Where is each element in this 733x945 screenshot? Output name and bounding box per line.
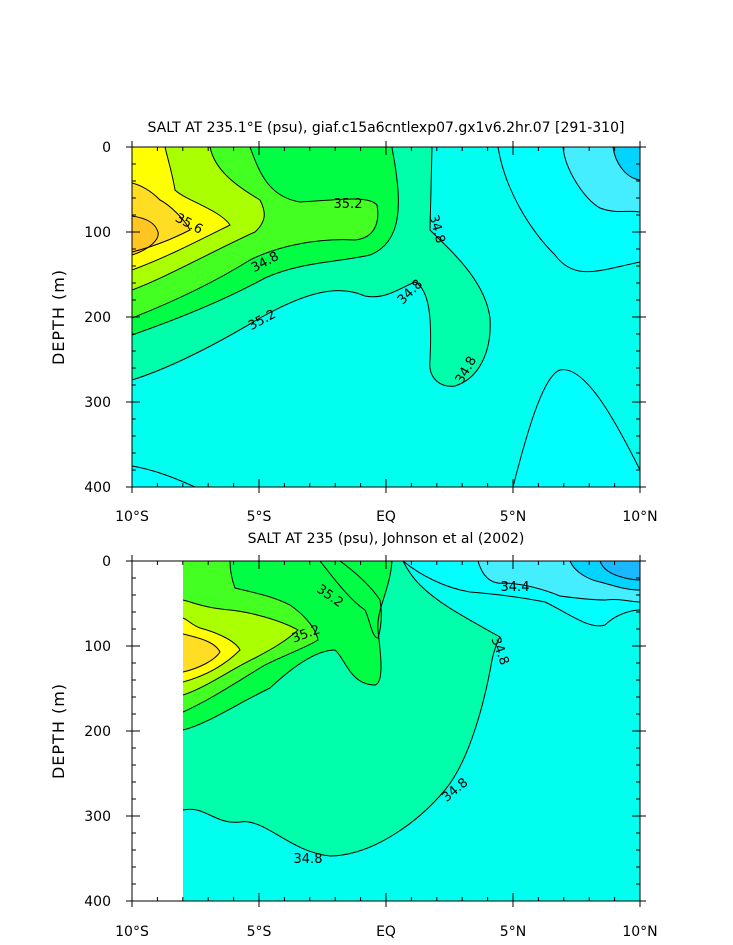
contour-fills <box>183 561 640 901</box>
y-tick-label: 400 <box>84 894 111 910</box>
contour-line-35.4 <box>183 599 299 696</box>
fill-34.2-north <box>613 147 640 180</box>
axis-ticks <box>126 141 646 493</box>
y-tick-label: 100 <box>84 639 111 655</box>
x-tick-label: EQ <box>376 509 396 525</box>
x-tick-label: 5°N <box>500 924 526 940</box>
contour-line-34.6-north <box>402 561 640 627</box>
contour-label: 35.2 <box>334 197 363 212</box>
contour-line-35.2 <box>183 561 319 713</box>
y-tick-label: 100 <box>84 225 111 241</box>
contour-line-34.4-north <box>477 561 640 603</box>
fill-36.0 <box>132 216 159 255</box>
contour-line-34.4-north <box>562 147 640 213</box>
contour-line-34.0-north <box>599 561 640 581</box>
x-tick-label: EQ <box>376 924 396 940</box>
contour-line-34.8 <box>183 561 501 857</box>
contour-label: 34.4 <box>501 580 530 595</box>
contour-line-34.2-north <box>612 147 640 181</box>
contour-line-35.6 <box>132 147 231 271</box>
x-tick-label: 5°S <box>247 924 272 940</box>
contour-label: 34.8 <box>294 852 323 867</box>
contour-line-35.8 <box>132 182 191 253</box>
y-tick-label: 300 <box>84 809 111 825</box>
y-tick-label: 200 <box>84 310 111 326</box>
x-tick-label: 10°S <box>115 509 149 525</box>
x-tick-label: 10°N <box>622 509 657 525</box>
fill-below-34.8-deep <box>513 369 640 487</box>
y-tick-label: 0 <box>102 140 111 156</box>
contour-line-36.0 <box>132 215 159 256</box>
contour-line-34.8 <box>132 147 491 387</box>
contour-line-35.0 <box>132 147 399 336</box>
contour-line-34.6-deep <box>512 369 640 487</box>
contour-label: 34.8 <box>426 213 448 245</box>
y-axis-labels: 0 100 200 300 400 <box>84 140 111 496</box>
contour-line-35.6 <box>183 617 241 683</box>
contour-line-34.2-north <box>569 561 640 591</box>
contour-line-35.8 <box>183 633 221 673</box>
axis-ticks <box>126 555 646 907</box>
contour-line-35.0 <box>183 561 393 731</box>
fill-34.0-north <box>600 561 640 580</box>
contour-line-35.4 <box>132 147 265 291</box>
x-axis-labels: 10°S 5°S EQ 5°N 10°N <box>115 509 658 525</box>
y-axis-labels: 0 100 200 300 400 <box>84 554 111 910</box>
y-tick-label: 200 <box>84 724 111 740</box>
contour-line-35.2 <box>132 147 379 319</box>
contour-line-35.2-right <box>319 561 382 639</box>
x-tick-label: 10°S <box>115 924 149 940</box>
x-tick-label: 10°N <box>622 924 657 940</box>
contour-line-34.6-north <box>497 147 640 273</box>
contour-line-34.6-sw <box>132 465 196 487</box>
fill-below-34.8-sw <box>132 466 195 487</box>
y-axis-title: DEPTH (m) <box>49 683 68 779</box>
x-tick-label: 5°S <box>247 509 272 525</box>
x-tick-label: 5°N <box>500 509 526 525</box>
y-axis-title: DEPTH (m) <box>49 269 68 365</box>
panel-model: SALT AT 235.1°E (psu), giaf.c15a6cntlexp… <box>49 120 658 525</box>
panel-observations: SALT AT 235 (psu), Johnson et al (2002) <box>49 531 658 940</box>
chart-title: SALT AT 235 (psu), Johnson et al (2002) <box>248 531 525 547</box>
x-axis-labels: 10°S 5°S EQ 5°N 10°N <box>115 924 658 940</box>
y-tick-label: 400 <box>84 480 111 496</box>
y-tick-label: 300 <box>84 395 111 411</box>
contour-fills <box>132 147 640 487</box>
y-tick-label: 0 <box>102 554 111 570</box>
chart-title: SALT AT 235.1°E (psu), giaf.c15a6cntlexp… <box>148 120 625 136</box>
